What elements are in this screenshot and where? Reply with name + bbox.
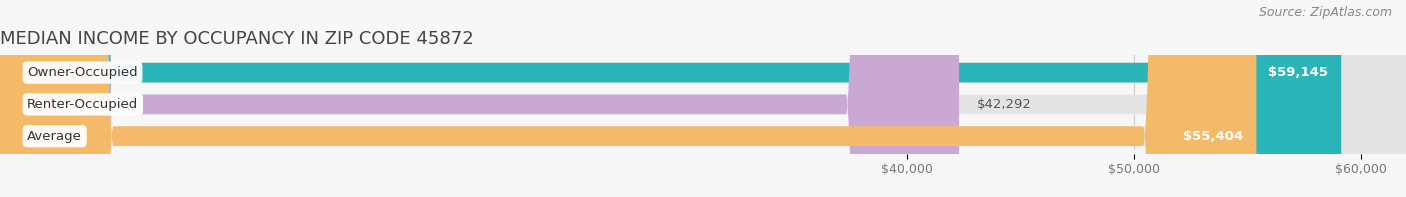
Text: MEDIAN INCOME BY OCCUPANCY IN ZIP CODE 45872: MEDIAN INCOME BY OCCUPANCY IN ZIP CODE 4… [0, 30, 474, 48]
FancyBboxPatch shape [0, 0, 1341, 197]
FancyBboxPatch shape [0, 0, 1257, 197]
FancyBboxPatch shape [0, 0, 959, 197]
Text: $59,145: $59,145 [1268, 66, 1327, 79]
Text: $55,404: $55,404 [1182, 130, 1243, 143]
Text: Average: Average [27, 130, 82, 143]
Text: $42,292: $42,292 [977, 98, 1032, 111]
Text: Source: ZipAtlas.com: Source: ZipAtlas.com [1258, 6, 1392, 19]
Text: Owner-Occupied: Owner-Occupied [27, 66, 138, 79]
Text: Renter-Occupied: Renter-Occupied [27, 98, 138, 111]
